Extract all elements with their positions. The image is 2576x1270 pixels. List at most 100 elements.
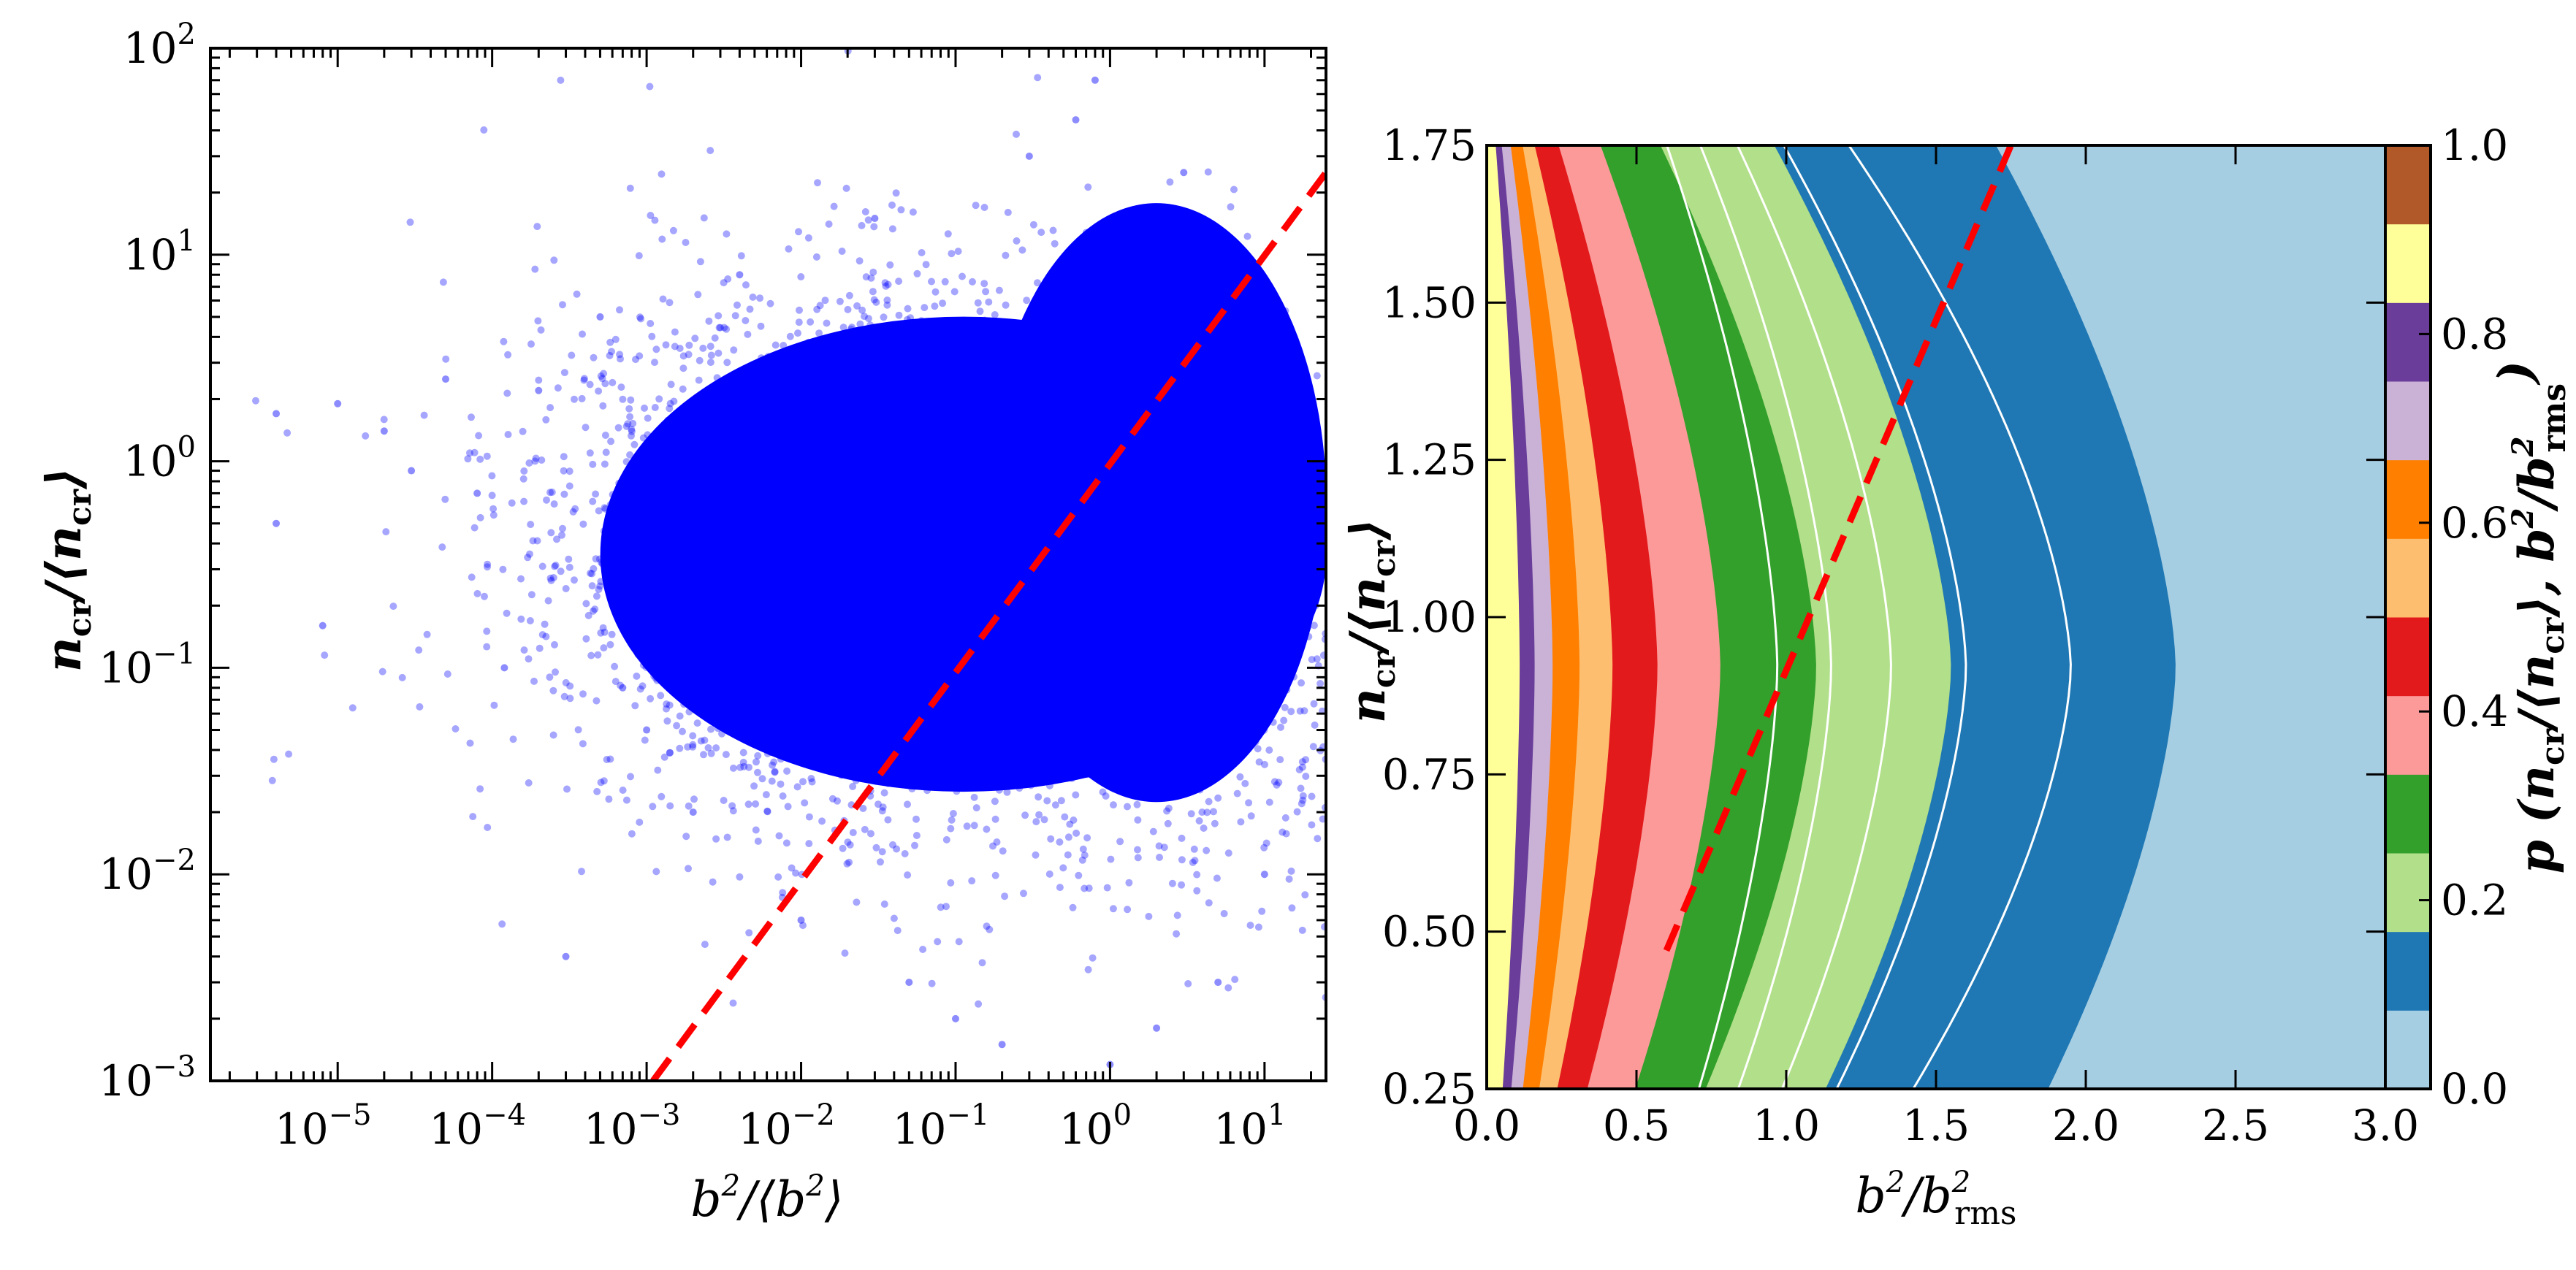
scatter-point [1220, 910, 1228, 917]
scatter-point [1085, 884, 1093, 892]
scatter-point [1247, 812, 1255, 820]
scatter-point [600, 777, 608, 785]
scatter-point [752, 826, 760, 834]
scatter-point [611, 662, 619, 670]
scatter-point [538, 631, 546, 639]
scatter-point [1134, 854, 1142, 862]
scatter-point [592, 555, 600, 563]
scatter-point [1310, 621, 1318, 630]
scatter-point [596, 313, 604, 321]
scatter-point [864, 315, 872, 323]
scatter-point [579, 740, 587, 748]
scatter-point [1297, 784, 1305, 792]
scatter-point [606, 338, 614, 346]
scatter-point [998, 1041, 1006, 1049]
scatter-point [717, 324, 724, 332]
scatter-point [736, 763, 744, 771]
scatter-point [626, 413, 634, 421]
scatter-point [690, 795, 698, 803]
scatter-point [888, 225, 896, 233]
scatter-point [588, 582, 596, 590]
scatter-point [1178, 856, 1186, 864]
scatter-point [625, 405, 633, 413]
scatter-point [744, 800, 752, 808]
scatter-point [483, 452, 491, 460]
scatter-point [622, 796, 630, 804]
scatter-point [578, 394, 586, 402]
scatter-point [1262, 839, 1270, 847]
scatter-point [1056, 838, 1064, 846]
scatter-point [627, 396, 635, 404]
scatter-point [754, 837, 762, 845]
scatter-point [843, 860, 851, 868]
scatter-point [1308, 792, 1316, 800]
scatter-point [651, 216, 659, 224]
scatter-point [797, 916, 805, 924]
scatter-point [818, 817, 826, 825]
scatter-point [630, 440, 639, 448]
scatter-point [771, 341, 780, 349]
scatter-point [729, 807, 737, 815]
scatter-point [1001, 892, 1009, 900]
scatter-point [699, 344, 707, 352]
scatter-point [1165, 804, 1173, 812]
scatter-point [777, 780, 785, 788]
scatter-point [676, 712, 684, 720]
scatter-point [587, 570, 594, 577]
scatter-point [1190, 845, 1198, 853]
scatter-point [931, 288, 940, 296]
scatter-point [740, 762, 748, 770]
scatter-point [742, 281, 750, 289]
scatter-point [901, 850, 909, 857]
scatter-point [601, 504, 609, 512]
scatter-point [786, 332, 794, 340]
scatter-point [895, 311, 903, 319]
scatter-point [693, 719, 701, 727]
scatter-point [723, 833, 731, 841]
scatter-point [723, 230, 731, 238]
scatter-point [469, 813, 477, 821]
scatter-point [643, 726, 651, 734]
scatter-point [982, 288, 990, 296]
scatter-point [442, 375, 450, 383]
scatter-point [1107, 855, 1115, 863]
scatter-point [955, 938, 963, 946]
scatter-point [1276, 756, 1284, 764]
scatter-point [904, 871, 912, 879]
scatter-point [595, 507, 603, 515]
scatter-point [586, 449, 594, 457]
scatter-point [568, 351, 576, 359]
scatter-point [268, 776, 276, 784]
scatter-point [689, 743, 697, 751]
scatter-point [659, 295, 667, 303]
scatter-point [807, 775, 815, 782]
scatter-point [706, 343, 715, 351]
scatter-point [562, 952, 570, 960]
scatter-point [904, 305, 912, 313]
scatter-point [883, 297, 891, 304]
scatter-point [1099, 788, 1107, 796]
scatter-point [948, 250, 956, 258]
scatter-point [1300, 707, 1308, 715]
scatter-point [1297, 800, 1306, 808]
scatter-point [750, 782, 758, 790]
scatter-point [972, 804, 980, 812]
scatter-point [1051, 801, 1059, 809]
scatter-point [978, 959, 986, 967]
scatter-point [582, 424, 590, 432]
scatter-point [864, 216, 872, 224]
scatter-point [560, 490, 568, 498]
scatter-point [805, 813, 813, 821]
scatter-point [720, 279, 728, 287]
scatter-point [991, 797, 999, 806]
scatter-point [669, 226, 677, 234]
scatter-point [562, 678, 570, 686]
scatter-point [742, 317, 750, 324]
scatter-point [1020, 890, 1027, 898]
scatter-point [553, 535, 560, 543]
scatter-point [504, 351, 512, 359]
scatter-point [1180, 169, 1188, 177]
scatter-point [566, 682, 574, 690]
scatter-point [676, 345, 684, 352]
scatter-point [519, 427, 527, 435]
